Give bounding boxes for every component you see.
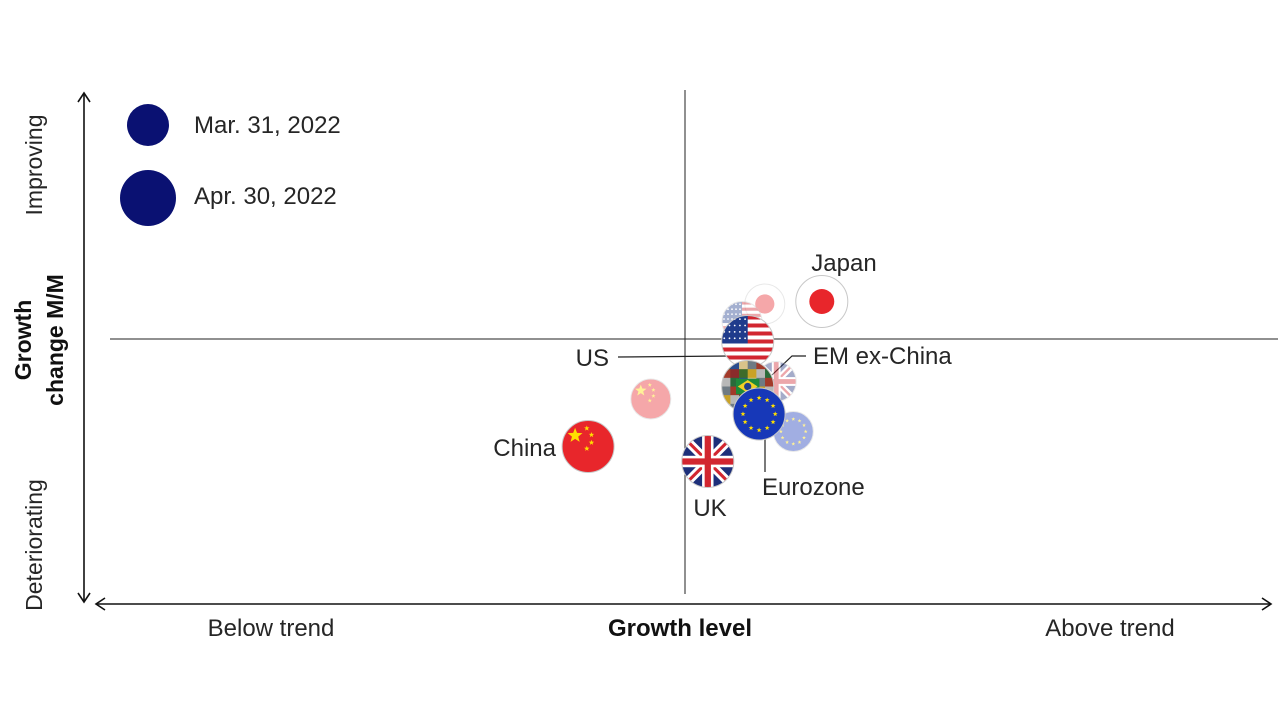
point-label-china: China <box>493 435 556 462</box>
x-low-label: Below trend <box>208 615 335 642</box>
point-label-em: EM ex-China <box>813 343 952 370</box>
legend-dot-large <box>120 170 176 226</box>
point-label-us: US <box>576 345 609 372</box>
legend-label-apr: Apr. 30, 2022 <box>194 183 337 210</box>
flag-uk-icon <box>681 435 735 488</box>
flag-china-icon <box>561 420 615 473</box>
flag-eu-icon <box>772 411 814 452</box>
point-labels: Japan US EM ex-China Eurozone China UK <box>493 250 952 522</box>
point-label-uk: UK <box>693 495 726 522</box>
axes <box>77 91 1273 611</box>
y-axis-title-line1: Growth <box>10 300 36 381</box>
y-axis-arrowhead-top <box>77 91 91 103</box>
leader-us <box>617 355 731 358</box>
legend-dot-small <box>127 104 169 146</box>
legend-label-mar: Mar. 31, 2022 <box>194 112 341 139</box>
flag-japan-icon <box>795 275 849 328</box>
x-axis-title: Growth level <box>608 615 752 642</box>
x-axis-arrowhead-left <box>94 597 106 611</box>
flag-usa-icon <box>721 315 775 368</box>
y-axis-arrowhead-bottom <box>77 592 91 604</box>
y-axis-title: Growth change M/M <box>10 274 68 406</box>
y-low-label: Deteriorating <box>21 479 47 611</box>
x-axis-arrowhead-right <box>1261 597 1273 611</box>
flag-china-icon <box>630 378 672 420</box>
leader-em <box>771 355 806 376</box>
x-high-label: Above trend <box>1045 615 1174 642</box>
points-mar-2022 <box>630 283 814 452</box>
point-label-eurozone: Eurozone <box>762 474 865 501</box>
leader-lines <box>617 355 806 472</box>
y-axis-title-line2: change M/M <box>42 274 68 406</box>
points-apr-2022 <box>561 275 849 488</box>
flag-eu-icon <box>732 387 786 441</box>
legend: Mar. 31, 2022 Apr. 30, 2022 <box>120 104 341 226</box>
y-high-label: Improving <box>21 115 47 216</box>
quadrant-dividers <box>110 90 1278 594</box>
point-label-japan: Japan <box>811 250 876 277</box>
